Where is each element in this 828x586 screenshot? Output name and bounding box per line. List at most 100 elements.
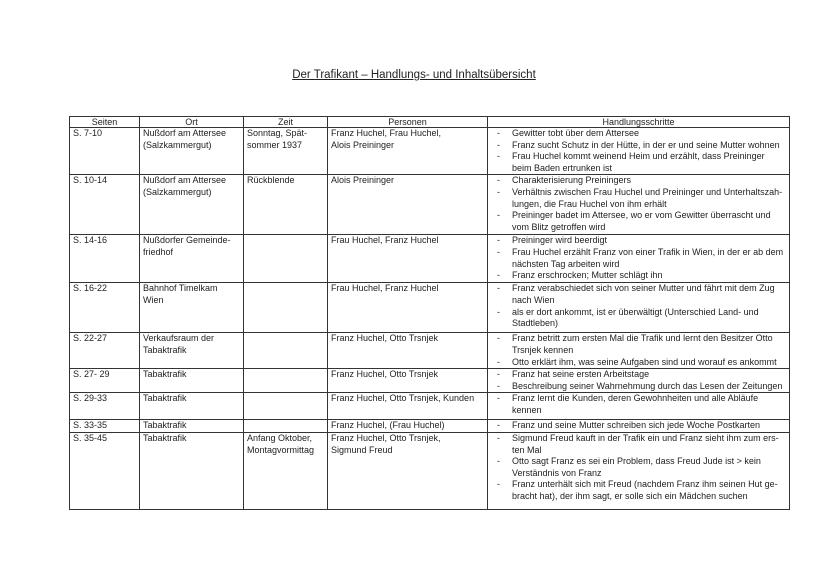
- zeit-line: Anfang Oktober,: [247, 432, 313, 443]
- step-item: Franz unterhält sich mit Freud (nachdem …: [491, 479, 786, 502]
- cell-handlungsschritte: Charakterisierung PreiningersVerhältnis …: [487, 174, 790, 236]
- personen-line: Sigmund Freud: [331, 444, 393, 455]
- step-item: Franz hat seine ersten Arbeitstage: [491, 369, 786, 381]
- ort-line: (Salzkammergut): [143, 186, 212, 197]
- cell-ort: Nußdorfer Gemeinde-friedhof: [139, 234, 244, 284]
- seiten-text: S. 33-35: [73, 420, 108, 431]
- cell-seiten: S. 29-33: [69, 392, 140, 421]
- cell-personen: Franz Huchel, Otto Trsnjek, Kunden: [327, 392, 488, 421]
- table-row: S. 14-16 Nußdorfer Gemeinde-friedhof Frau …: [69, 234, 790, 284]
- cell-seiten: S. 33-35: [69, 419, 140, 433]
- ort-line: Nußdorfer Gemeinde-: [143, 235, 231, 246]
- cell-ort: Verkaufsraum der Tabaktrafik: [139, 332, 244, 370]
- table-row: S. 7-10 Nußdorf am Attersee (Salzkammergut…: [69, 126, 790, 176]
- cell-seiten: S. 27- 29: [69, 368, 140, 394]
- step-list: Franz betritt zum ersten Mal die Trafik …: [491, 333, 786, 368]
- cell-seiten: S. 10-14: [69, 174, 140, 236]
- cell-ort: Bahnhof Timelkam Wien: [139, 282, 244, 334]
- cell-zeit: [243, 332, 328, 370]
- seiten-text: S. 22-27: [73, 333, 108, 344]
- zeit-line: Rückblende: [247, 175, 295, 186]
- step-item: Otto erklärt ihm, was seine Aufgaben sin…: [491, 357, 786, 369]
- document-title: Der Trafikant – Handlungs- und Inhaltsüb…: [292, 69, 536, 81]
- cell-ort: Nußdorf am Attersee (Salzkammergut): [139, 126, 244, 176]
- step-item: Gewitter tobt über dem Attersee: [491, 128, 786, 140]
- cell-personen: Frau Huchel, Franz Huchel: [327, 234, 488, 284]
- step-item: Charakterisierung Preiningers: [491, 175, 786, 187]
- cell-zeit: [243, 282, 328, 334]
- step-item: Franz verabschiedet sich von seiner Mutt…: [491, 283, 786, 306]
- ort-line: Nußdorf am Attersee: [143, 128, 227, 138]
- cell-seiten: S. 35-45: [69, 431, 140, 510]
- table-row: S. 27- 29 Tabaktrafik Franz Huchel, Otto T…: [69, 368, 790, 394]
- ort-line: Bahnhof Timelkam: [143, 283, 218, 294]
- step-list: Preininger wird beerdigtFrau Huchel erzä…: [491, 235, 786, 281]
- step-item: Sigmund Freud kauft in der Trafik ein un…: [491, 433, 786, 456]
- cell-seiten: S. 7-10: [69, 126, 140, 176]
- cell-ort: Nußdorf am Attersee (Salzkammergut): [139, 174, 244, 236]
- personen-line: Franz Huchel, Frau Huchel,: [331, 128, 442, 138]
- cell-handlungsschritte: Preininger wird beerdigtFrau Huchel erzä…: [487, 234, 790, 284]
- step-list: Gewitter tobt über dem AtterseeFranz suc…: [491, 128, 786, 174]
- step-item: Franz und seine Mutter schreiben sich je…: [491, 420, 786, 432]
- step-item: Franz sucht Schutz in der Hütte, in der …: [491, 140, 786, 152]
- cell-seiten: S. 22-27: [69, 332, 140, 370]
- table-row: S. 29-33 Tabaktrafik Franz Huchel, Otto Tr…: [69, 392, 790, 421]
- cell-zeit: [243, 392, 328, 421]
- cell-personen: Franz Huchel, Otto Trsnjek, Sigmund Freud: [327, 431, 488, 510]
- ort-line: Wien: [143, 294, 164, 305]
- overview-table: Seiten Ort Zeit Personen Handlungsschrit…: [69, 116, 790, 510]
- table-row: S. 22-27 Verkaufsraum der Tabaktrafik Franz…: [69, 332, 790, 370]
- table-row: S. 10-14 Nußdorf am Attersee (Salzkammergu…: [69, 174, 790, 236]
- ort-line: Tabaktrafik: [143, 393, 187, 404]
- ort-line: Tabaktrafik: [143, 369, 187, 380]
- cell-seiten: S. 16-22: [69, 282, 140, 334]
- cell-personen: Frau Huchel, Franz Huchel: [327, 282, 488, 334]
- seiten-text: S. 16-22: [73, 283, 108, 294]
- personen-line: Franz Huchel, Otto Trsnjek, Kunden: [331, 393, 475, 404]
- cell-zeit: Anfang Oktober, Montagvormittag: [243, 431, 328, 510]
- personen-line: Alois Preininger: [331, 139, 395, 150]
- cell-zeit: Rückblende: [243, 174, 328, 236]
- cell-zeit: [243, 419, 328, 433]
- cell-handlungsschritte: Sigmund Freud kauft in der Trafik ein un…: [487, 431, 790, 510]
- step-item: Beschreibung seiner Wahrnehmung durch da…: [491, 381, 786, 393]
- table-row: S. 35-45 Tabaktrafik Anfang Oktober, Montag…: [69, 431, 790, 510]
- table-header-row: Seiten Ort Zeit Personen Handlungsschrit…: [69, 116, 790, 128]
- zeit-line: sommer 1937: [247, 139, 303, 150]
- table-row: S. 16-22 Bahnhof Timelkam Wien Frau Huchel,…: [69, 282, 790, 334]
- header-ort: Ort: [139, 116, 244, 128]
- ort-line: Tabaktrafik: [143, 344, 187, 355]
- cell-seiten: S. 14-16: [69, 234, 140, 284]
- cell-personen: Franz Huchel, Frau Huchel, Alois Preining…: [327, 126, 488, 176]
- cell-ort: Tabaktrafik: [139, 368, 244, 394]
- personen-line: Alois Preininger: [331, 175, 395, 186]
- step-list: Franz und seine Mutter schreiben sich je…: [491, 420, 786, 432]
- step-item: Franz betritt zum ersten Mal die Trafik …: [491, 333, 786, 356]
- zeit-line: Montagvormittag: [247, 444, 315, 455]
- cell-handlungsschritte: Gewitter tobt über dem AtterseeFranz suc…: [487, 126, 790, 176]
- seiten-text: S. 14-16: [73, 235, 108, 246]
- step-item: Frau Huchel kommt weinend Heim und erzäh…: [491, 151, 786, 174]
- ort-line: Verkaufsraum der: [143, 333, 215, 344]
- cell-zeit: [243, 234, 328, 284]
- ort-line: (Salzkammergut): [143, 139, 212, 150]
- step-list: Franz lernt die Kunden, deren Gewohnheit…: [491, 393, 786, 416]
- seiten-text: S. 27- 29: [73, 369, 110, 380]
- cell-zeit: Sonntag, Spät-sommer 1937: [243, 126, 328, 176]
- personen-line: Franz Huchel, Otto Trsnjek,: [331, 432, 441, 443]
- header-seiten: Seiten: [69, 116, 140, 128]
- cell-handlungsschritte: Franz und seine Mutter schreiben sich je…: [487, 419, 790, 433]
- personen-line: Franz Huchel, Otto Trsnjek: [331, 333, 439, 344]
- cell-handlungsschritte: Franz verabschiedet sich von seiner Mutt…: [487, 282, 790, 334]
- step-list: Charakterisierung PreiningersVerhältnis …: [491, 175, 786, 233]
- step-item: Frau Huchel erzählt Franz von einer Traf…: [491, 247, 786, 270]
- personen-line: Franz Huchel, Otto Trsnjek: [331, 369, 439, 380]
- cell-ort: Tabaktrafik: [139, 392, 244, 421]
- cell-ort: Tabaktrafik: [139, 431, 244, 510]
- step-list: Sigmund Freud kauft in der Trafik ein un…: [491, 433, 786, 503]
- step-item: Verhältnis zwischen Frau Huchel und Prei…: [491, 187, 786, 210]
- seiten-text: S. 10-14: [73, 175, 108, 186]
- step-item: Otto sagt Franz es sei ein Problem, dass…: [491, 456, 786, 479]
- personen-line: Franz Huchel, (Frau Huchel): [331, 420, 445, 431]
